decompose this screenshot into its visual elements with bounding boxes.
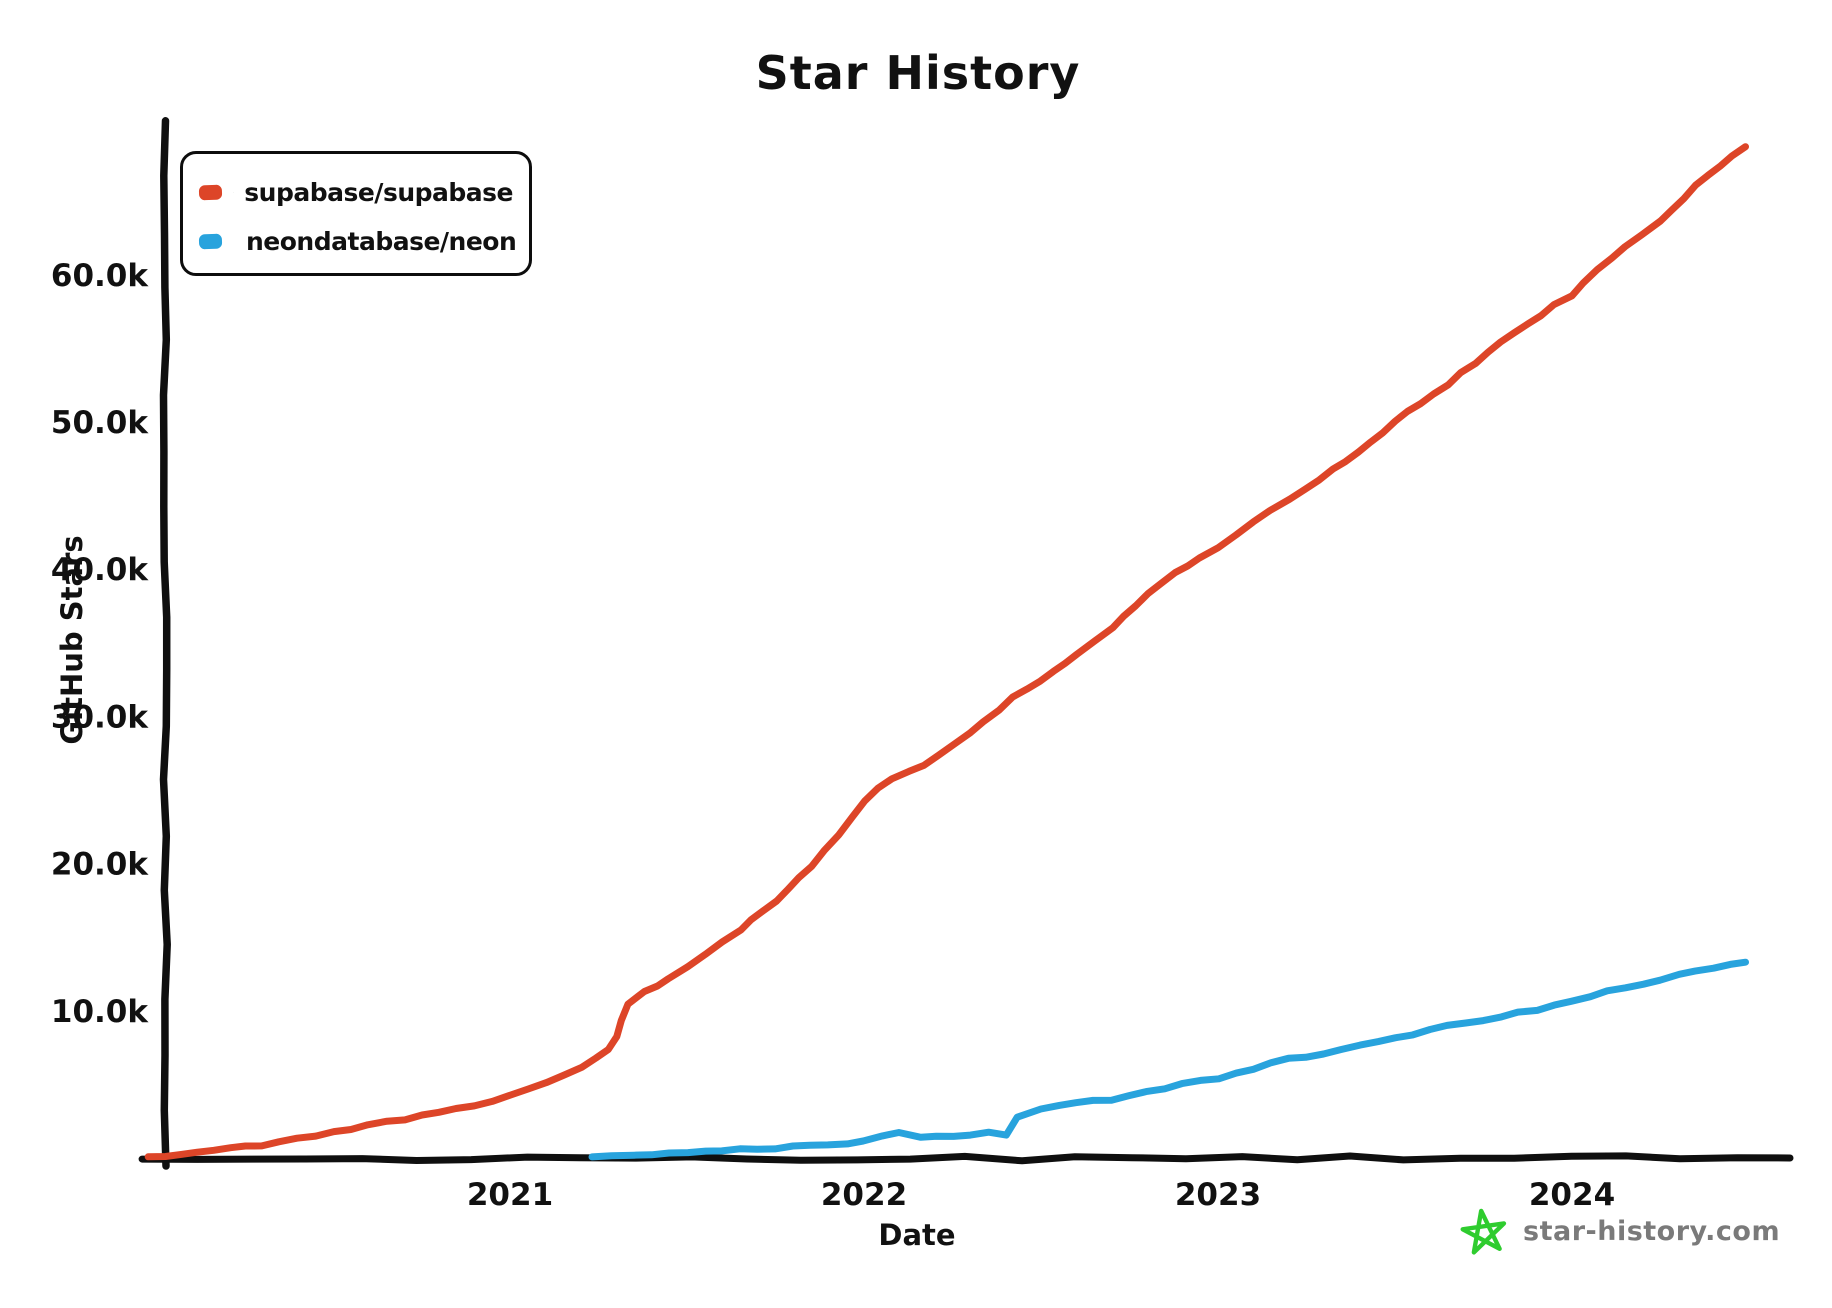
x-tick-label: 2023: [1175, 1177, 1261, 1213]
legend-swatch-supabase: [198, 184, 223, 200]
watermark-text: star-history.com: [1523, 1215, 1781, 1247]
supabase-line: [144, 143, 1749, 1161]
legend: supabase/supabase neondatabase/neon: [180, 151, 532, 276]
x-tick-label: 2024: [1529, 1177, 1615, 1213]
legend-item-supabase: supabase/supabase: [198, 174, 513, 210]
star-history-logo-icon: [1460, 1208, 1507, 1255]
y-tick-label: 20.0k: [51, 847, 149, 883]
x-tick-label: 2022: [821, 1177, 907, 1213]
x-tick-label: 2021: [467, 1177, 553, 1213]
y-axis-title: GitHub Stars: [55, 535, 89, 745]
watermark: star-history.com: [1458, 1206, 1780, 1256]
y-tick-label: 30.0k: [51, 699, 149, 735]
y-tick-label: 40.0k: [51, 552, 149, 588]
y-tick-label: 50.0k: [51, 405, 149, 441]
neon-logo-icon: [233, 226, 235, 257]
legend-swatch-neon: [198, 233, 223, 249]
x-axis-line: [138, 1152, 1794, 1165]
y-tick-label: 10.0k: [51, 994, 149, 1030]
legend-item-neon: neondatabase/neon: [198, 223, 517, 259]
y-axis-line: [159, 117, 171, 1170]
y-tick-label: 60.0k: [51, 258, 149, 294]
x-axis-title: Date: [878, 1218, 956, 1252]
legend-label-supabase: supabase/supabase: [244, 177, 513, 207]
chart-title: Star History: [755, 46, 1081, 100]
legend-label-neon: neondatabase/neon: [246, 226, 517, 256]
neon-line: [588, 958, 1749, 1161]
